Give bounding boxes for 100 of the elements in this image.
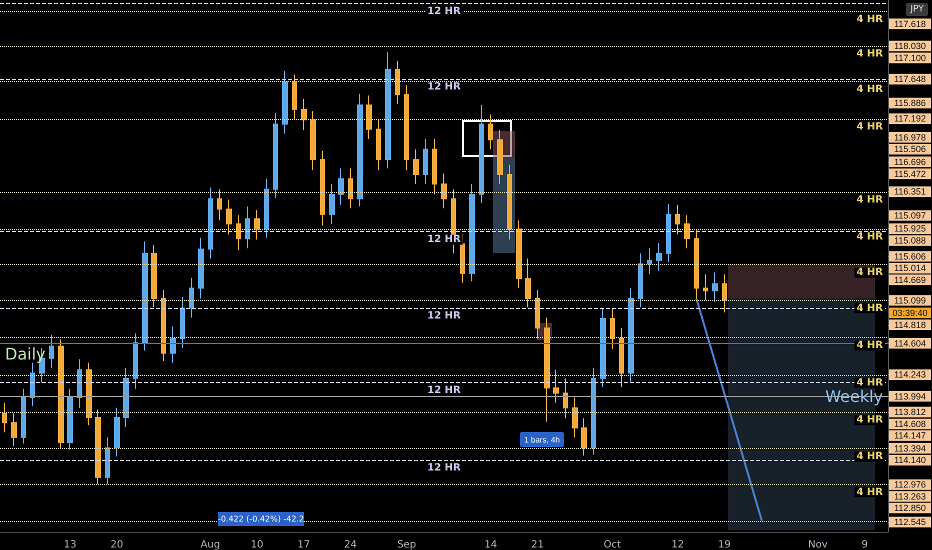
candlestick xyxy=(329,183,335,224)
y-tick-label: 114.243 xyxy=(894,370,926,380)
candlestick xyxy=(180,296,185,349)
candlestick xyxy=(77,358,82,408)
ref-line-label: 4 HR xyxy=(856,84,884,96)
candlestick xyxy=(581,418,587,456)
candlestick xyxy=(610,308,615,350)
text: 115.088 xyxy=(894,236,926,246)
candlestick xyxy=(376,119,381,171)
x-tick-label: 21 xyxy=(531,540,544,550)
y-tick-label: 114.818 xyxy=(894,320,926,330)
candlestick xyxy=(217,188,222,221)
ref-line-label: 4 HR xyxy=(856,340,884,352)
annotation: -0.422 (-0.42%) -42.2 xyxy=(218,514,304,524)
x-tick-label: 9 xyxy=(861,540,868,550)
candlestick xyxy=(114,407,120,457)
ref-line-label: 4 HR xyxy=(856,267,884,278)
candlestick xyxy=(591,367,596,456)
text: 112.850 xyxy=(894,503,926,513)
y-tick-label: 117.648 xyxy=(894,74,926,84)
y-tick-label: 117.192 xyxy=(894,114,926,124)
candlestick xyxy=(198,237,204,300)
candlestick xyxy=(404,84,409,171)
candlestick xyxy=(656,242,662,272)
candlestick xyxy=(628,288,634,382)
candlestick xyxy=(423,138,428,184)
candlestick xyxy=(525,258,531,308)
candlestick xyxy=(151,244,157,308)
text: 117.100 xyxy=(894,52,926,63)
ref-line-label: 12 HR xyxy=(427,310,462,322)
y-tick-label: 112.545 xyxy=(894,517,926,528)
candlestick xyxy=(469,183,475,282)
candlestick xyxy=(722,274,727,313)
x-tick-label: 20 xyxy=(110,540,124,550)
y-tick-label: 113.994 xyxy=(894,391,926,402)
ref-line-label: 4 HR xyxy=(856,232,884,243)
x-tick-label: 14 xyxy=(484,540,498,550)
ref-line-label: 4 HR xyxy=(856,194,884,206)
candlestick xyxy=(385,52,391,169)
candlestick xyxy=(395,60,400,105)
text: 115.014 xyxy=(894,263,926,274)
candlestick xyxy=(647,248,652,275)
ref-line-label: 12 HR xyxy=(427,234,462,246)
x-tick-label: Nov xyxy=(808,540,828,550)
ref-line-label: 4 HR xyxy=(856,302,884,314)
ref-line-label: 4 HR xyxy=(856,451,884,462)
candlestick xyxy=(226,199,232,235)
candlestick xyxy=(49,334,54,368)
ref-line-label: 4 HR xyxy=(856,486,884,498)
y-tick-label: 116.696 xyxy=(894,156,926,167)
candlestick xyxy=(292,74,297,120)
ref-line-label: 4 HR xyxy=(856,377,884,388)
candlestick xyxy=(348,168,353,209)
text: 114.669 xyxy=(894,274,926,285)
candlestick xyxy=(497,130,503,184)
candlestick xyxy=(170,326,176,364)
candlestick xyxy=(133,332,138,390)
candlestick xyxy=(703,274,708,301)
text: 114.140 xyxy=(894,455,926,466)
candlestick xyxy=(254,210,260,240)
candlestick xyxy=(441,173,447,209)
x-tick-label: 10 xyxy=(250,540,264,550)
y-tick-label: 115.606 xyxy=(894,251,926,262)
ref-line-label: 12 HR xyxy=(427,81,462,92)
candlestick xyxy=(282,70,288,134)
text: 113.263 xyxy=(894,491,926,502)
x-tick-label: 13 xyxy=(64,540,76,550)
x-tick-label: 24 xyxy=(344,540,357,550)
y-tick-label: 118.030 xyxy=(894,40,926,51)
candlestick xyxy=(208,186,213,260)
y-tick-label: 116.351 xyxy=(894,186,926,197)
candlestick xyxy=(600,308,606,388)
y-tick-label: 114.604 xyxy=(894,338,926,348)
ref-line-label: 4 HR xyxy=(856,121,884,132)
candlestick xyxy=(675,204,680,235)
candlestick xyxy=(310,110,316,171)
candlestick xyxy=(460,234,465,284)
x-tick-label: 19 xyxy=(718,540,731,550)
candlestick xyxy=(2,402,7,433)
candlestick xyxy=(638,252,643,308)
y-tick-label: 112.976 xyxy=(894,480,926,490)
candlestick xyxy=(86,362,92,426)
candlestick xyxy=(413,148,419,184)
candlestick xyxy=(161,289,166,362)
y-tick-label: 115.099 xyxy=(894,295,926,306)
candlestick xyxy=(301,98,307,131)
x-tick-label: Oct xyxy=(604,540,621,550)
x-tick-label: Sep xyxy=(397,540,416,550)
candlestick xyxy=(245,206,250,249)
candlestick xyxy=(366,94,372,140)
text: 115.506 xyxy=(894,144,926,154)
text: 117.618 xyxy=(894,18,926,29)
candlestick xyxy=(273,112,278,198)
ref-line-label: 12 HR xyxy=(427,385,462,396)
text: JPY xyxy=(909,4,924,14)
ref-line-label: 4 HR xyxy=(856,14,884,25)
text: 115.886 xyxy=(894,98,926,108)
annotation: 1 bars, 4h xyxy=(524,436,560,444)
candlestick xyxy=(21,388,26,444)
candlestick xyxy=(666,203,671,263)
